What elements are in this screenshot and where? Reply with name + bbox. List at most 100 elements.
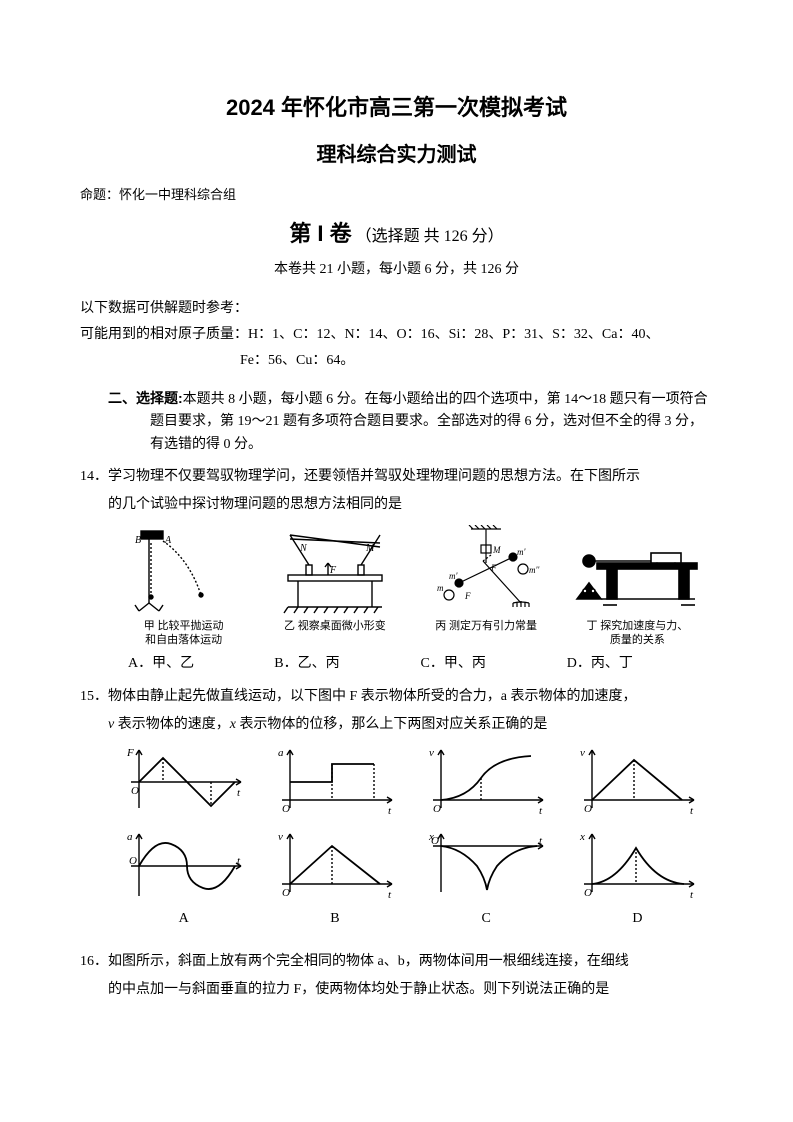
q14-cap-b-1: 乙 视察桌面微小形变 <box>263 619 406 633</box>
svg-text:t: t <box>539 805 543 817</box>
cart-table-diagram-icon <box>567 525 707 615</box>
svg-text:a: a <box>127 831 133 843</box>
svg-text:v: v <box>278 831 283 843</box>
q14-cap-c: 丙 测定万有引力常量 <box>411 619 562 648</box>
svg-text:B: B <box>135 535 141 546</box>
q14-cap-b: 乙 视察桌面微小形变 <box>259 619 410 648</box>
q15-line1: 物体由静止起先做直线运动，以下图中 F 表示物体所受的合力，a 表示物体的加速度… <box>108 689 637 704</box>
q14-cap-a: 甲 比较平抛运动 和自由落体运动 <box>108 619 259 648</box>
svg-text:m': m' <box>449 571 458 581</box>
svg-text:m'': m'' <box>529 565 540 575</box>
block-2-text: 本题共 8 小题，每小题 6 分。在每小题给出的四个选项中，第 14～18 题只… <box>150 392 708 452</box>
graph-icon: F O t <box>119 742 249 820</box>
q14-opt-b: B．乙、丙 <box>274 653 420 675</box>
q14-num: 14． <box>80 469 108 484</box>
q15-d-bot: x O t <box>562 826 713 904</box>
q14-cap-a-1: 甲 比较平抛运动 <box>112 619 255 633</box>
q14-fig-d <box>562 525 713 615</box>
q15-b-bot: v O t <box>259 826 410 904</box>
section-big: 第 I 卷 <box>289 221 351 246</box>
q14-line1: 学习物理不仅要驾驭物理学问，还要领悟并驾驭处理物理问题的思想方法。在下图所示 <box>108 469 640 484</box>
q14-cap-d-1: 丁 探究加速度与力、 <box>566 619 709 633</box>
q15-label-d: D <box>562 908 713 930</box>
q14-captions: 甲 比较平抛运动 和自由落体运动 乙 视察桌面微小形变 丙 测定万有引力常量 丁… <box>108 619 713 648</box>
svg-text:O: O <box>584 887 592 899</box>
graph-icon: x O t <box>572 826 702 904</box>
q14-fig-b: N M F <box>259 525 410 615</box>
q15-line2: v 表示物体的速度，x 表示物体的位移，那么上下两图对应关系正确的是 <box>80 714 713 736</box>
q15: 15．物体由静止起先做直线运动，以下图中 F 表示物体所受的合力，a 表示物体的… <box>80 686 713 708</box>
q14-line2: 的几个试验中探讨物理问题的思想方法相同的是 <box>80 494 713 516</box>
q15-num: 15． <box>80 689 108 704</box>
reference-intro: 以下数据可供解题时参考： <box>80 298 713 320</box>
q14-opt-c: C．甲、丙 <box>421 653 567 675</box>
svg-text:t: t <box>237 787 241 799</box>
svg-text:O: O <box>433 803 441 815</box>
q15-labels: A B C D <box>108 908 713 930</box>
q15-a-bot: a O t <box>108 826 259 904</box>
q14-fig-c: M m' m' m m'' F F <box>411 525 562 615</box>
section-header: 第 I 卷 （选择题 共 126 分） <box>80 216 713 251</box>
author-line: 命题：怀化一中理科综合组 <box>80 185 713 206</box>
q16-line2: 的中点加一与斜面垂直的拉力 F，使两物体均处于静止状态。则下列说法正确的是 <box>80 979 713 1001</box>
svg-text:F: F <box>126 747 134 759</box>
reference-masses-2: Fe：56、Cu：64。 <box>80 350 713 372</box>
svg-text:F: F <box>464 591 471 601</box>
svg-text:m': m' <box>517 547 526 557</box>
svg-text:a: a <box>278 747 284 759</box>
main-title: 2024 年怀化市高三第一次模拟考试 <box>80 90 713 125</box>
freefall-diagram-icon: B A <box>129 525 239 615</box>
svg-text:M: M <box>365 543 375 554</box>
q14-cap-c-1: 丙 测定万有引力常量 <box>415 619 558 633</box>
svg-text:t: t <box>388 889 392 901</box>
svg-text:t: t <box>388 805 392 817</box>
q15-bottom-row: a O t v O t x O <box>108 826 713 904</box>
svg-text:v: v <box>429 747 434 759</box>
graph-icon: v O t <box>270 826 400 904</box>
graph-icon: x O t <box>421 826 551 904</box>
svg-text:O: O <box>282 887 290 899</box>
q14-opt-d: D．丙、丁 <box>567 653 713 675</box>
q14-cap-d-2: 质量的关系 <box>566 633 709 647</box>
q15-label-a: A <box>108 908 259 930</box>
graph-icon: a O t <box>270 742 400 820</box>
graph-icon: v O t <box>421 742 551 820</box>
svg-text:m: m <box>437 583 444 593</box>
q15-label-b: B <box>259 908 410 930</box>
q15-c-top: v O t <box>411 742 562 820</box>
q14-cap-a-2: 和自由落体运动 <box>112 633 255 647</box>
svg-text:v: v <box>580 747 585 759</box>
svg-text:x: x <box>579 831 585 843</box>
section-subline: 本卷共 21 小题，每小题 6 分，共 126 分 <box>80 259 713 281</box>
svg-text:O: O <box>131 785 139 797</box>
q15-label-c: C <box>411 908 562 930</box>
q16-num: 16． <box>80 954 108 969</box>
q15-top-row: F O t a O t <box>108 742 713 820</box>
q15-a-top: F O t <box>108 742 259 820</box>
block-2-header: 二、选择题:本题共 8 小题，每小题 6 分。在每小题给出的四个选项中，第 14… <box>80 387 713 456</box>
q15-d-top: v O t <box>562 742 713 820</box>
svg-text:A: A <box>164 535 172 546</box>
svg-text:t: t <box>690 889 694 901</box>
q16: 16．如图所示，斜面上放有两个完全相同的物体 a、b，两物体间用一根细线连接，在… <box>80 951 713 973</box>
graph-icon: v O t <box>572 742 702 820</box>
sub-title: 理科综合实力测试 <box>80 139 713 171</box>
q14-fig-a: B A <box>108 525 259 615</box>
q14-cap-d: 丁 探究加速度与力、 质量的关系 <box>562 619 713 648</box>
svg-text:O: O <box>282 803 290 815</box>
q14-options: A．甲、乙 B．乙、丙 C．甲、丙 D．丙、丁 <box>128 653 713 675</box>
svg-text:O: O <box>431 835 439 847</box>
svg-text:O: O <box>584 803 592 815</box>
q14-opt-a: A．甲、乙 <box>128 653 274 675</box>
q14-figures: B A N <box>108 525 713 615</box>
q14: 14．学习物理不仅要驾驭物理学问，还要领悟并驾驭处理物理问题的思想方法。在下图所… <box>80 466 713 488</box>
section-small: （选择题 共 126 分） <box>356 228 504 245</box>
reference-masses-1: 可能用到的相对原子质量：H：1、C：12、N：14、O：16、Si：28、P：3… <box>80 324 713 346</box>
graph-icon: a O t <box>119 826 249 904</box>
q15-c-bot: x O t <box>411 826 562 904</box>
q15-b-top: a O t <box>259 742 410 820</box>
svg-text:t: t <box>690 805 694 817</box>
block-2-label: 二、选择题: <box>108 390 183 406</box>
svg-text:F: F <box>490 563 497 573</box>
cavendish-diagram-icon: M m' m' m m'' F F <box>421 525 551 615</box>
